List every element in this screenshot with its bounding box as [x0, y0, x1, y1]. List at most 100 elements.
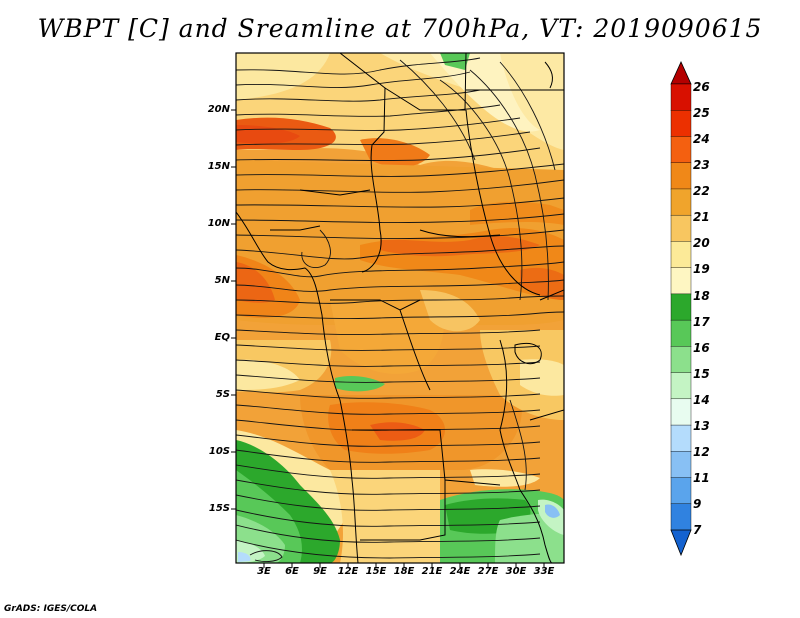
streamline: [236, 89, 481, 102]
streamline: [236, 147, 541, 162]
streamline: [469, 69, 549, 301]
colorbar-label: 17: [693, 315, 710, 329]
lat-label-15s: 15S: [208, 503, 230, 514]
field-sw-14: [238, 552, 251, 562]
streamline: [236, 57, 481, 75]
streamline: [236, 539, 541, 559]
lat-label-15n: 15N: [207, 161, 230, 172]
field-se-19: [470, 469, 540, 487]
border: [384, 53, 467, 111]
colorbar-label: 21: [693, 210, 710, 224]
streamline: [236, 213, 564, 224]
streamline: [236, 229, 564, 240]
colorbar-bottom-arrow: [670, 529, 692, 557]
colorbar-segment: [670, 346, 692, 374]
colorbar-label: 14: [693, 393, 710, 407]
colorbar-label: 24: [693, 132, 710, 146]
colorbar-label: 11: [693, 471, 710, 485]
colorbar-segment: [670, 214, 692, 242]
streamline: [236, 295, 564, 304]
colorbar-label: 9: [693, 497, 702, 511]
lat-label-5s: 5S: [215, 389, 230, 400]
lat-label-10s: 10S: [208, 446, 230, 457]
colorbar-segment: [670, 83, 692, 111]
border: [465, 109, 541, 296]
colorbar: [670, 61, 692, 557]
field-east-23: [520, 267, 564, 300]
border: [339, 53, 386, 146]
lon-label-33e: 33E: [533, 566, 555, 577]
streamline: [236, 179, 564, 193]
streamline: [236, 494, 541, 511]
streamline: [399, 59, 476, 161]
colorbar-segment: [670, 372, 692, 400]
lon-label-21e: 21E: [421, 566, 443, 577]
colorbar-label: 16: [693, 341, 710, 355]
lon-label-15e: 15E: [365, 566, 387, 577]
field-band-mid-23: [380, 236, 540, 257]
streamline: [236, 261, 564, 278]
streamline: [236, 71, 471, 88]
colorbar-segment: [670, 162, 692, 190]
field-south-20: [330, 470, 440, 563]
colorbar-label: 19: [693, 262, 710, 276]
lon-label-9e: 9E: [313, 566, 327, 577]
streamline: [509, 399, 527, 491]
streamline: [236, 524, 541, 543]
streamline: [236, 359, 541, 367]
lat-label-10n: 10N: [207, 218, 230, 229]
nile-delta: [544, 61, 553, 89]
lon-ticks: [263, 563, 545, 568]
streamline: [301, 229, 331, 269]
border: [299, 189, 371, 196]
colorbar-label: 7: [693, 523, 702, 537]
map-frame: [235, 52, 565, 564]
border: [529, 409, 564, 421]
streamline: [236, 509, 541, 527]
field-nw-19: [236, 53, 330, 100]
colorbar-label: 25: [693, 106, 710, 120]
colorbar-label: 20: [693, 236, 710, 250]
lat-label-20n: 20N: [207, 104, 230, 115]
rift-lakes: [499, 339, 521, 491]
border: [399, 309, 431, 391]
field-south-23: [370, 422, 425, 441]
colorbar-segment: [670, 398, 692, 426]
colorbar-segment: [670, 188, 692, 216]
field-ne-19: [380, 53, 564, 150]
colorbar-segment: [670, 319, 692, 347]
lon-label-6e: 6E: [285, 566, 299, 577]
colorbar-label: 12: [693, 445, 710, 459]
boundaries: [236, 53, 564, 563]
colorbar-label: 22: [693, 184, 710, 198]
streamline: [236, 404, 541, 415]
lon-label-24e: 24E: [449, 566, 471, 577]
streamline: [439, 79, 523, 301]
lon-label-3e: 3E: [257, 566, 271, 577]
field-west-23: [236, 262, 275, 303]
streamline: [236, 479, 541, 495]
colorbar-segment: [670, 267, 692, 295]
colorbar-label: 13: [693, 419, 710, 433]
colorbar-segment: [670, 451, 692, 479]
colorbar-label: 15: [693, 367, 710, 381]
colorbar-label: 23: [693, 158, 710, 172]
field-east-19: [520, 359, 564, 396]
border: [270, 225, 321, 231]
colorbar-segment: [670, 477, 692, 505]
colorbar-segment: [670, 293, 692, 321]
field-se-13: [545, 504, 560, 518]
streamline: [236, 311, 564, 319]
streamline: [236, 197, 564, 208]
lon-label-18e: 18E: [393, 566, 415, 577]
streamline: [236, 117, 521, 131]
streamline: [236, 374, 541, 383]
border: [419, 229, 501, 238]
colorbar-segment: [670, 424, 692, 452]
streamline: [236, 163, 564, 177]
border: [330, 299, 421, 311]
streamline: [236, 449, 541, 463]
streamline: [249, 550, 283, 562]
field-sw-green: [335, 376, 385, 392]
colorbar-segment: [670, 110, 692, 137]
